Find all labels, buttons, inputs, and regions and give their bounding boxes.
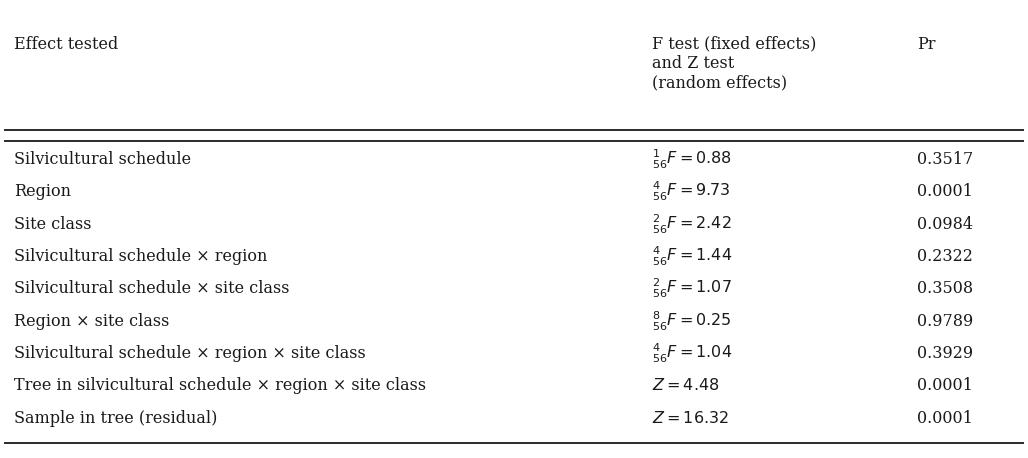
Text: 0.3929: 0.3929: [917, 345, 972, 362]
Text: $^{2}_{56}F = 1.07$: $^{2}_{56}F = 1.07$: [652, 277, 732, 300]
Text: Region: Region: [14, 183, 71, 200]
Text: Sample in tree (residual): Sample in tree (residual): [14, 410, 218, 427]
Text: Silvicultural schedule × region: Silvicultural schedule × region: [14, 248, 267, 265]
Text: 0.3517: 0.3517: [917, 151, 974, 168]
Text: 0.0984: 0.0984: [917, 216, 972, 233]
Text: $Z = 16.32$: $Z = 16.32$: [652, 410, 729, 427]
Text: 0.2322: 0.2322: [917, 248, 972, 265]
Text: $^{8}_{56}F = 0.25$: $^{8}_{56}F = 0.25$: [652, 310, 731, 333]
Text: 0.0001: 0.0001: [917, 377, 972, 394]
Text: Region × site class: Region × site class: [14, 313, 170, 330]
Text: Silvicultural schedule × site class: Silvicultural schedule × site class: [14, 280, 290, 297]
Text: $Z = 4.48$: $Z = 4.48$: [652, 377, 720, 394]
Text: 0.0001: 0.0001: [917, 410, 972, 427]
Text: $^{4}_{56}F = 1.04$: $^{4}_{56}F = 1.04$: [652, 342, 732, 365]
Text: Silvicultural schedule × region × site class: Silvicultural schedule × region × site c…: [14, 345, 366, 362]
Text: Tree in silvicultural schedule × region × site class: Tree in silvicultural schedule × region …: [14, 377, 427, 394]
Text: 0.9789: 0.9789: [917, 313, 974, 330]
Text: F test (fixed effects)
and Z test
(random effects): F test (fixed effects) and Z test (rando…: [652, 36, 816, 92]
Text: Effect tested: Effect tested: [14, 36, 118, 53]
Text: Pr: Pr: [917, 36, 935, 53]
Text: $^{1}_{56}F = 0.88$: $^{1}_{56}F = 0.88$: [652, 147, 732, 171]
Text: $^{4}_{56}F = 1.44$: $^{4}_{56}F = 1.44$: [652, 245, 732, 268]
Text: 0.0001: 0.0001: [917, 183, 972, 200]
Text: 0.3508: 0.3508: [917, 280, 972, 297]
Text: Site class: Site class: [14, 216, 91, 233]
Text: $^{2}_{56}F = 2.42$: $^{2}_{56}F = 2.42$: [652, 213, 731, 236]
Text: Silvicultural schedule: Silvicultural schedule: [14, 151, 191, 168]
Text: $^{4}_{56}F = 9.73$: $^{4}_{56}F = 9.73$: [652, 180, 730, 203]
